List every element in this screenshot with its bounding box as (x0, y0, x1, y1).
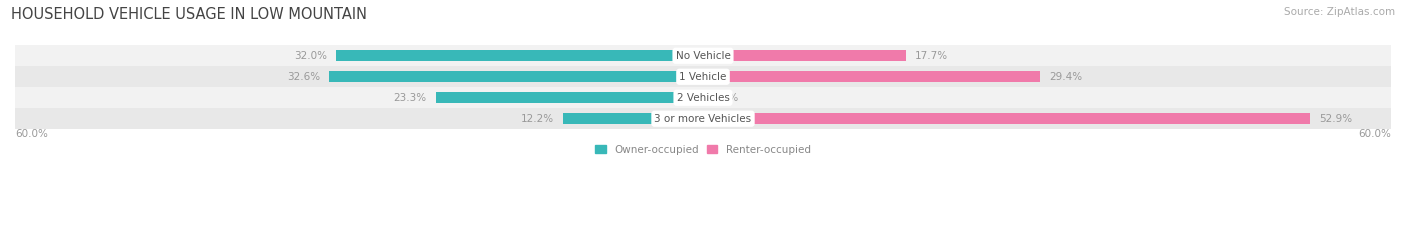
Legend: Owner-occupied, Renter-occupied: Owner-occupied, Renter-occupied (591, 141, 815, 159)
Bar (564, 113, 703, 124)
Text: 32.0%: 32.0% (294, 51, 326, 61)
Bar (15, 45, 1391, 66)
Bar (15, 108, 1391, 129)
Text: 60.0%: 60.0% (1358, 129, 1391, 139)
Bar (15, 66, 1391, 87)
Bar (329, 71, 703, 82)
Text: 17.7%: 17.7% (915, 51, 948, 61)
Bar (436, 92, 703, 103)
Bar (703, 50, 905, 61)
Text: 29.4%: 29.4% (1049, 72, 1083, 82)
Text: 60.0%: 60.0% (15, 129, 48, 139)
Text: 1 Vehicle: 1 Vehicle (679, 72, 727, 82)
Text: HOUSEHOLD VEHICLE USAGE IN LOW MOUNTAIN: HOUSEHOLD VEHICLE USAGE IN LOW MOUNTAIN (11, 7, 367, 22)
Text: 3 or more Vehicles: 3 or more Vehicles (654, 114, 752, 124)
Text: 52.9%: 52.9% (1319, 114, 1353, 124)
Text: Source: ZipAtlas.com: Source: ZipAtlas.com (1284, 7, 1395, 17)
Bar (703, 71, 1040, 82)
Text: 23.3%: 23.3% (394, 93, 426, 103)
Text: 32.6%: 32.6% (287, 72, 321, 82)
Bar (15, 87, 1391, 108)
Text: 2 Vehicles: 2 Vehicles (676, 93, 730, 103)
Text: 0.0%: 0.0% (713, 93, 738, 103)
Bar (336, 50, 703, 61)
Bar (703, 113, 1309, 124)
Text: No Vehicle: No Vehicle (675, 51, 731, 61)
Text: 12.2%: 12.2% (520, 114, 554, 124)
